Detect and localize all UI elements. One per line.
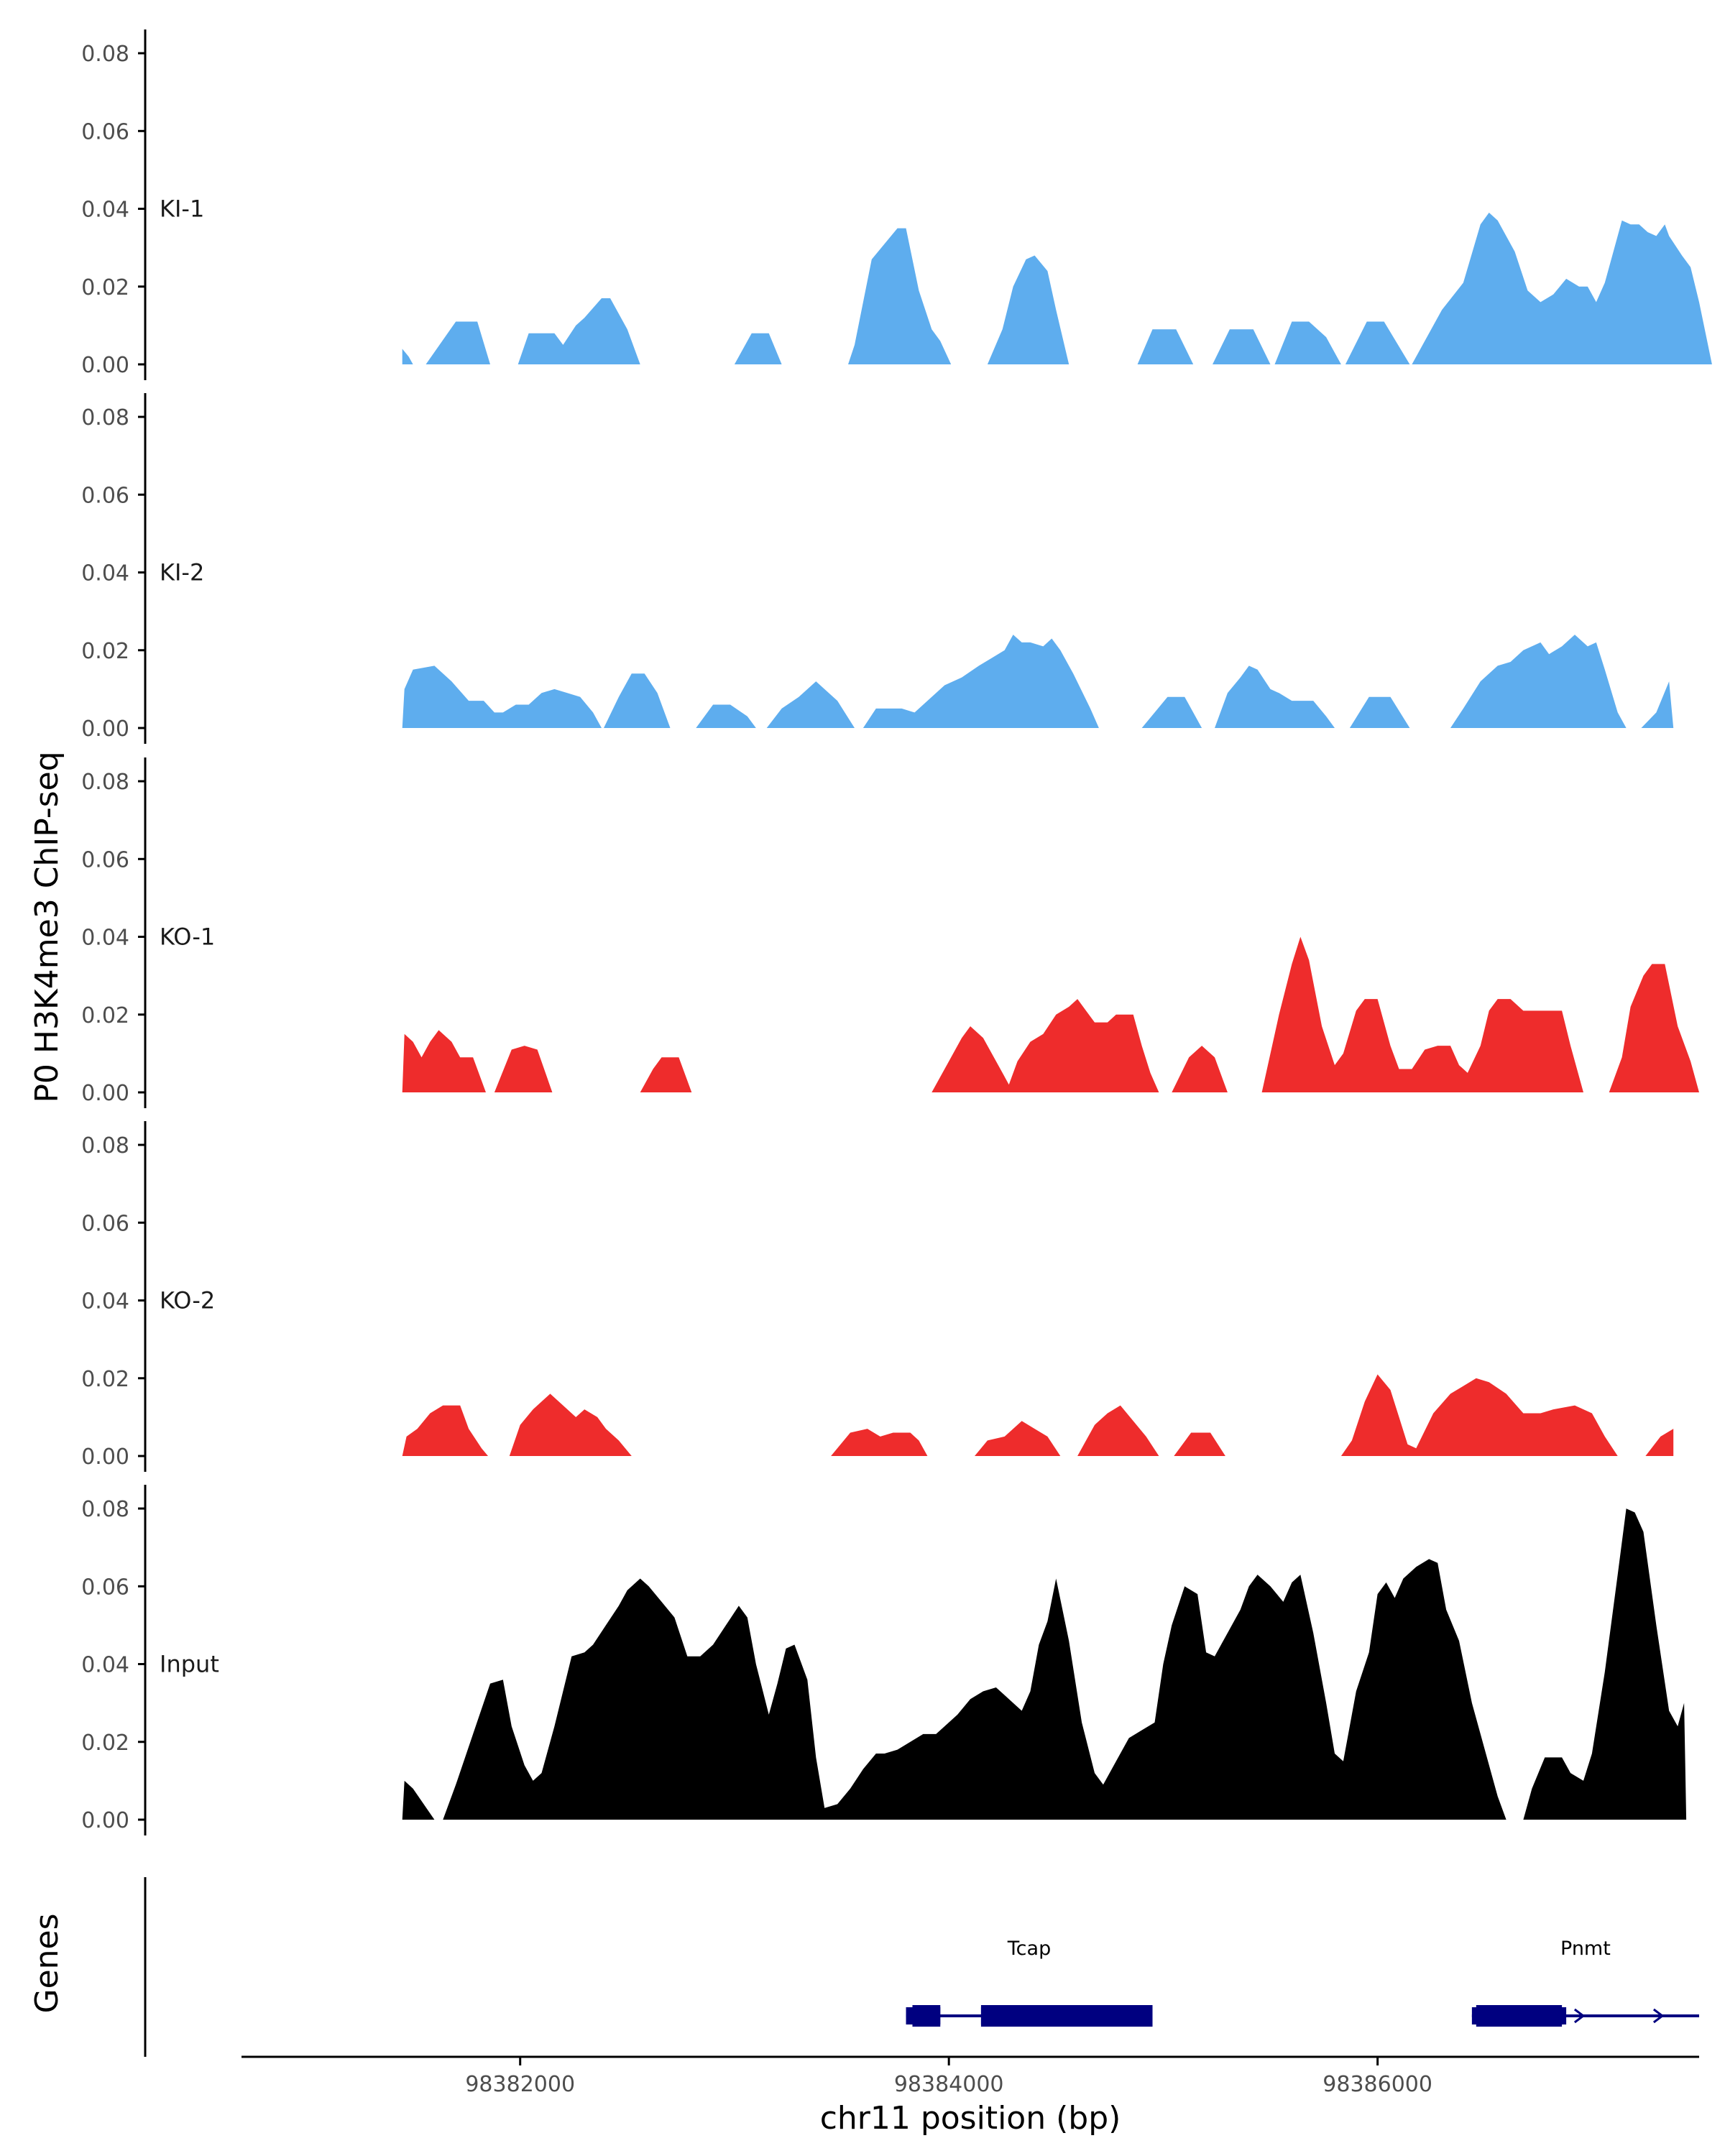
track-panel-ko-2: 0.00 0.02 0.04 0.06 0.08 KO-2	[81, 1121, 1674, 1472]
gene-cds	[1476, 2005, 1563, 2027]
gene-label: Tcap	[1007, 1938, 1051, 1960]
y-tick-label: 0.00	[81, 1445, 129, 1470]
y-tick-label: 0.04	[81, 1653, 129, 1678]
y-tick-label: 0.06	[81, 119, 129, 144]
y-tick-label: 0.00	[81, 1808, 129, 1833]
track-panel-ko-1: 0.00 0.02 0.04 0.06 0.08 KO-1	[81, 757, 1700, 1108]
genes-layer: Tcap Pnmt	[144, 1877, 1699, 2057]
track-label: Input	[160, 1651, 219, 1678]
y-tick-label: 0.00	[81, 717, 129, 742]
y-tick-label: 0.08	[81, 405, 129, 430]
y-tick-label: 0.02	[81, 1367, 129, 1392]
y-tick-label: 0.04	[81, 926, 129, 951]
gene-tcap: Tcap	[906, 1938, 1153, 2027]
track-panel-ki-1: 0.00 0.02 0.04 0.06 0.08 KI-1	[81, 29, 1712, 380]
track-label: KO-2	[160, 1287, 215, 1314]
coverage-area-ko-2	[402, 1374, 1674, 1456]
gene-cds	[912, 2005, 941, 2027]
strand-arrow	[1652, 2008, 1665, 2024]
y-tick-label: 0.08	[81, 1497, 129, 1522]
y-tick-label: 0.06	[81, 483, 129, 508]
y-tick-label: 0.08	[81, 42, 129, 67]
genes-axis-title: Genes	[29, 1913, 65, 2013]
tracks-layer: 0.00 0.02 0.04 0.06 0.08 KI-1 0.00 0.02 0.04 0.06…	[81, 29, 1712, 1835]
coverage-area-ko-1	[402, 936, 1700, 1092]
track-label: KI-1	[160, 195, 204, 223]
y-tick-label: 0.04	[81, 198, 129, 223]
coverage-area-input	[402, 1508, 1687, 1820]
y-tick-label: 0.04	[81, 1289, 129, 1314]
y-axis-title: P0 H3K4me3 ChIP-seq	[29, 751, 65, 1102]
x-tick-label: 98384000	[894, 2072, 1004, 2097]
x-tick-label: 98386000	[1322, 2072, 1432, 2097]
y-tick-label: 0.06	[81, 1575, 129, 1600]
track-panel-ki-2: 0.00 0.02 0.04 0.06 0.08 KI-2	[81, 393, 1674, 744]
coverage-area-ki-1	[402, 212, 1712, 364]
y-tick-label: 0.08	[81, 770, 129, 795]
strand-arrow	[1573, 2008, 1586, 2024]
y-tick-label: 0.02	[81, 639, 129, 664]
y-tick-label: 0.00	[81, 353, 129, 378]
y-tick-label: 0.06	[81, 847, 129, 872]
y-tick-label: 0.04	[81, 561, 129, 586]
gene-label: Pnmt	[1560, 1938, 1611, 1960]
track-label: KO-1	[160, 923, 215, 951]
gene-cds	[980, 2005, 1153, 2027]
y-tick-label: 0.02	[81, 1003, 129, 1028]
coverage-area-ki-2	[402, 635, 1674, 728]
x-axis-title: chr11 position (bp)	[820, 2100, 1121, 2137]
x-tick-label: 98382000	[465, 2072, 575, 2097]
y-tick-label: 0.06	[81, 1211, 129, 1236]
track-panel-input: 0.00 0.02 0.04 0.06 0.08 Input	[81, 1485, 1687, 1835]
track-label: KI-2	[160, 559, 204, 586]
y-tick-label: 0.08	[81, 1133, 129, 1158]
x-axis: 98382000 98384000 98386000	[242, 2055, 1699, 2097]
gene-pnmt: Pnmt	[1471, 1938, 1699, 2027]
y-tick-label: 0.02	[81, 1731, 129, 1756]
y-tick-label: 0.02	[81, 275, 129, 300]
y-tick-label: 0.00	[81, 1081, 129, 1106]
